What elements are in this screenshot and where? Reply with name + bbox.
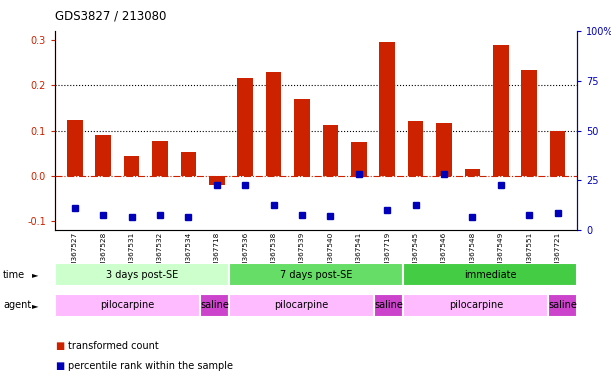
Bar	[351, 142, 367, 176]
Text: transformed count: transformed count	[68, 341, 159, 351]
Text: ►: ►	[32, 301, 38, 310]
Bar	[436, 123, 452, 176]
Bar	[229, 294, 374, 317]
Text: percentile rank within the sample: percentile rank within the sample	[68, 361, 233, 371]
Text: pilocarpine: pilocarpine	[274, 300, 329, 310]
Bar	[67, 120, 82, 176]
Text: immediate: immediate	[464, 270, 516, 280]
Text: pilocarpine: pilocarpine	[100, 300, 155, 310]
Text: saline: saline	[549, 300, 577, 310]
Bar	[200, 294, 229, 317]
Bar	[403, 263, 577, 286]
Bar	[266, 71, 282, 176]
Bar	[209, 176, 225, 185]
Text: agent: agent	[3, 300, 31, 310]
Text: 7 days post-SE: 7 days post-SE	[280, 270, 353, 280]
Text: saline: saline	[200, 300, 229, 310]
Bar	[294, 99, 310, 176]
Bar	[229, 263, 403, 286]
Bar	[124, 156, 139, 176]
Bar	[152, 141, 168, 176]
Text: time: time	[3, 270, 25, 280]
Bar	[550, 131, 565, 176]
Text: pilocarpine: pilocarpine	[448, 300, 503, 310]
Bar	[323, 125, 338, 176]
Bar	[55, 294, 200, 317]
Bar	[238, 78, 253, 176]
Text: 3 days post-SE: 3 days post-SE	[106, 270, 178, 280]
Text: ■: ■	[55, 341, 64, 351]
Bar	[408, 121, 423, 176]
Text: GDS3827 / 213080: GDS3827 / 213080	[55, 10, 166, 23]
Bar	[493, 45, 508, 176]
Bar	[379, 42, 395, 176]
Bar	[95, 135, 111, 176]
Bar	[374, 294, 403, 317]
Bar	[181, 152, 196, 176]
Bar	[55, 263, 229, 286]
Bar	[549, 294, 577, 317]
Bar	[521, 70, 537, 176]
Text: saline: saline	[375, 300, 403, 310]
Bar	[403, 294, 549, 317]
Bar	[464, 169, 480, 176]
Text: ■: ■	[55, 361, 64, 371]
Text: ►: ►	[32, 270, 38, 279]
